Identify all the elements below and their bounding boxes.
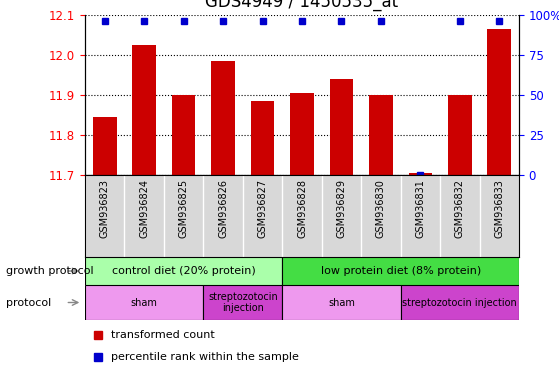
Bar xyxy=(330,79,353,175)
Bar xyxy=(409,173,432,175)
Bar xyxy=(203,285,282,320)
Text: GSM936833: GSM936833 xyxy=(494,179,504,238)
Text: GSM936828: GSM936828 xyxy=(297,179,307,238)
Text: protocol: protocol xyxy=(6,298,51,308)
Bar xyxy=(211,61,235,175)
Text: sham: sham xyxy=(328,298,355,308)
Text: GSM936831: GSM936831 xyxy=(415,179,425,238)
Text: GSM936830: GSM936830 xyxy=(376,179,386,238)
Bar xyxy=(448,95,472,175)
Text: GSM936824: GSM936824 xyxy=(139,179,149,238)
Bar xyxy=(401,285,519,320)
Bar xyxy=(290,93,314,175)
Bar xyxy=(172,95,196,175)
Bar xyxy=(282,285,401,320)
Bar xyxy=(85,257,282,285)
Bar xyxy=(93,117,117,175)
Title: GDS4949 / 1450535_at: GDS4949 / 1450535_at xyxy=(206,0,399,11)
Text: percentile rank within the sample: percentile rank within the sample xyxy=(111,353,299,362)
Text: GSM936832: GSM936832 xyxy=(455,179,465,238)
Text: GSM936826: GSM936826 xyxy=(218,179,228,238)
Text: GSM936823: GSM936823 xyxy=(100,179,110,238)
Bar xyxy=(85,285,203,320)
Bar xyxy=(132,45,156,175)
Text: GSM936825: GSM936825 xyxy=(179,179,188,238)
Bar xyxy=(369,95,393,175)
Bar xyxy=(282,257,519,285)
Text: streptozotocin injection: streptozotocin injection xyxy=(402,298,517,308)
Text: sham: sham xyxy=(131,298,158,308)
Text: GSM936827: GSM936827 xyxy=(258,179,268,238)
Text: streptozotocin
injection: streptozotocin injection xyxy=(208,292,278,313)
Text: low protein diet (8% protein): low protein diet (8% protein) xyxy=(320,266,481,276)
Text: GSM936829: GSM936829 xyxy=(337,179,347,238)
Bar xyxy=(250,101,274,175)
Text: growth protocol: growth protocol xyxy=(6,266,93,276)
Bar xyxy=(487,29,511,175)
Text: control diet (20% protein): control diet (20% protein) xyxy=(112,266,255,276)
Text: transformed count: transformed count xyxy=(111,329,215,339)
